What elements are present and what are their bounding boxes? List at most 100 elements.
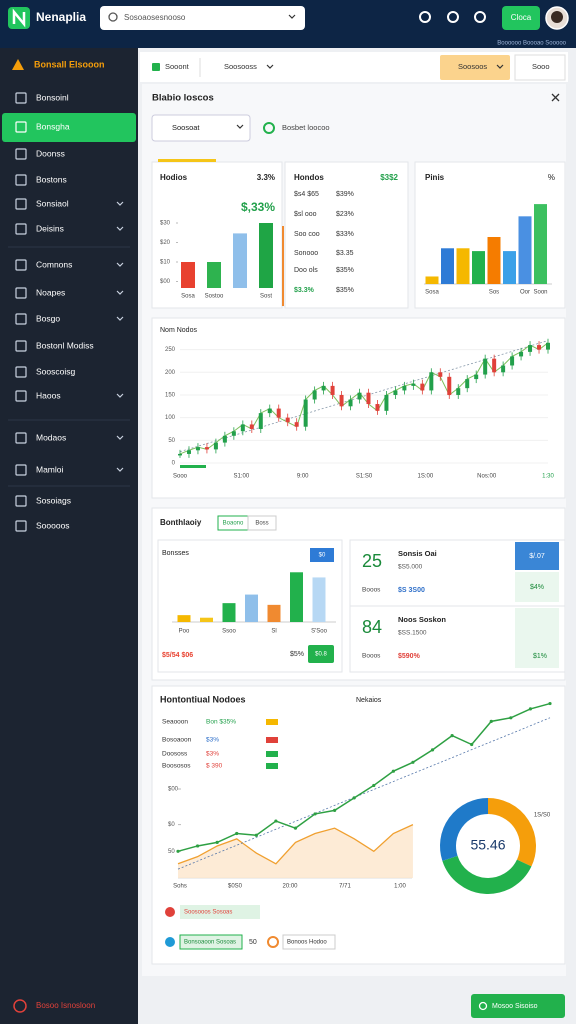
- badge: $/.07: [529, 553, 545, 560]
- row-value: $3.35: [336, 250, 354, 257]
- panel-tab: Bosbet loocoo: [282, 123, 330, 132]
- nav-icon: [15, 198, 27, 210]
- candle: [528, 345, 533, 352]
- tag: [179, 934, 243, 950]
- stat-big: 25: [362, 551, 382, 571]
- area-line: [177, 824, 414, 865]
- nav-icon: [15, 390, 27, 402]
- legend-value: $3%: [206, 751, 219, 758]
- candle: [447, 376, 452, 395]
- close-icon[interactable]: [551, 93, 560, 102]
- point: [411, 760, 415, 764]
- row-label: Doo ols: [294, 267, 318, 274]
- nav-item: Mamloi: [36, 464, 64, 474]
- tag-label: Bonsoaoon Sosoas: [184, 940, 236, 946]
- point: [548, 701, 552, 706]
- donut-segment: [440, 798, 489, 861]
- nav-item: Sonsiaol: [36, 198, 69, 208]
- x-tick-label: 20:00: [282, 884, 298, 890]
- legend-label: Seaooon: [162, 719, 188, 726]
- icon-button[interactable]: [447, 11, 459, 23]
- candle: [519, 351, 524, 357]
- footer-button[interactable]: [471, 994, 565, 1018]
- candle: [330, 385, 335, 395]
- card-value: $3$2: [380, 173, 398, 182]
- icon-button[interactable]: [419, 11, 431, 23]
- toolbar-button[interactable]: [514, 54, 566, 81]
- x-tick-label: Oor: [520, 290, 530, 296]
- chevron: [116, 435, 124, 440]
- badge: $4%: [530, 584, 544, 591]
- tag-label: Bonoos Hodoo: [287, 940, 327, 946]
- x-tick-label: 1:30: [542, 474, 554, 480]
- row-label: $3.3%: [294, 287, 315, 294]
- x-tick-label: 9:00: [297, 474, 309, 480]
- icon-button[interactable]: [474, 11, 486, 23]
- bar: [207, 262, 221, 288]
- toolbar-button[interactable]: [440, 55, 510, 80]
- chevron: [288, 14, 296, 19]
- x-tick-label: Soon: [533, 290, 547, 296]
- accent-bar: [158, 159, 216, 162]
- series-line: [177, 702, 551, 853]
- point: [489, 719, 493, 723]
- candle: [546, 342, 550, 350]
- candle: [483, 358, 488, 375]
- card: [151, 685, 566, 965]
- y-tick-label: $10: [160, 260, 171, 266]
- bar: [245, 594, 258, 622]
- candle: [240, 424, 245, 432]
- point: [313, 812, 317, 816]
- row-label: $s4 $65: [294, 191, 319, 198]
- sidebar: [0, 48, 138, 1024]
- nav-icon: [15, 223, 27, 235]
- bar: [456, 248, 470, 284]
- top-button[interactable]: [502, 6, 540, 30]
- search-box[interactable]: [100, 6, 305, 30]
- nav-item: Comnons: [36, 259, 72, 269]
- y-tick-label: 150: [165, 393, 176, 399]
- tab[interactable]: [247, 515, 277, 531]
- candle: [267, 408, 272, 414]
- candle: [456, 388, 461, 395]
- chevron: [496, 64, 504, 69]
- candle: [429, 372, 434, 391]
- x-tick-label: Sostoo: [205, 294, 224, 300]
- point: [333, 808, 337, 812]
- tab-label: Boss: [255, 521, 268, 527]
- nav-item: Bosgo: [36, 313, 60, 323]
- x-tick-label: Poo: [179, 629, 190, 635]
- card: [284, 161, 409, 309]
- button[interactable]: [308, 645, 334, 663]
- candle: [186, 450, 191, 454]
- badge: $1%: [533, 653, 547, 660]
- badge: [515, 572, 559, 602]
- nav-icon: [15, 259, 27, 271]
- candle: [411, 383, 416, 386]
- donut-segment: [442, 855, 532, 894]
- tag-dot: [267, 936, 279, 948]
- tag: [180, 905, 260, 919]
- panel-title: Hontontiual Nodoes: [160, 694, 246, 704]
- stat-name: Noos Soskon: [398, 615, 446, 624]
- candle: [213, 442, 218, 450]
- candle: [420, 383, 425, 391]
- candle: [537, 345, 542, 350]
- point: [391, 769, 395, 773]
- chevron: [116, 467, 124, 472]
- point: [528, 707, 533, 711]
- nav-icon: [15, 464, 27, 476]
- bar: [441, 248, 454, 284]
- x-tick-label: Sosa: [181, 294, 195, 300]
- point: [509, 716, 513, 720]
- candle: [339, 394, 344, 407]
- panel-title: Blabio loscos: [152, 93, 214, 104]
- candle: [231, 431, 236, 436]
- dropdown[interactable]: [151, 114, 251, 142]
- tag-label: 50: [249, 939, 257, 946]
- bar: [181, 262, 195, 288]
- badge: [515, 608, 559, 668]
- candle: [222, 435, 227, 443]
- point: [470, 742, 474, 747]
- x-tick-label: 1:00: [394, 884, 406, 890]
